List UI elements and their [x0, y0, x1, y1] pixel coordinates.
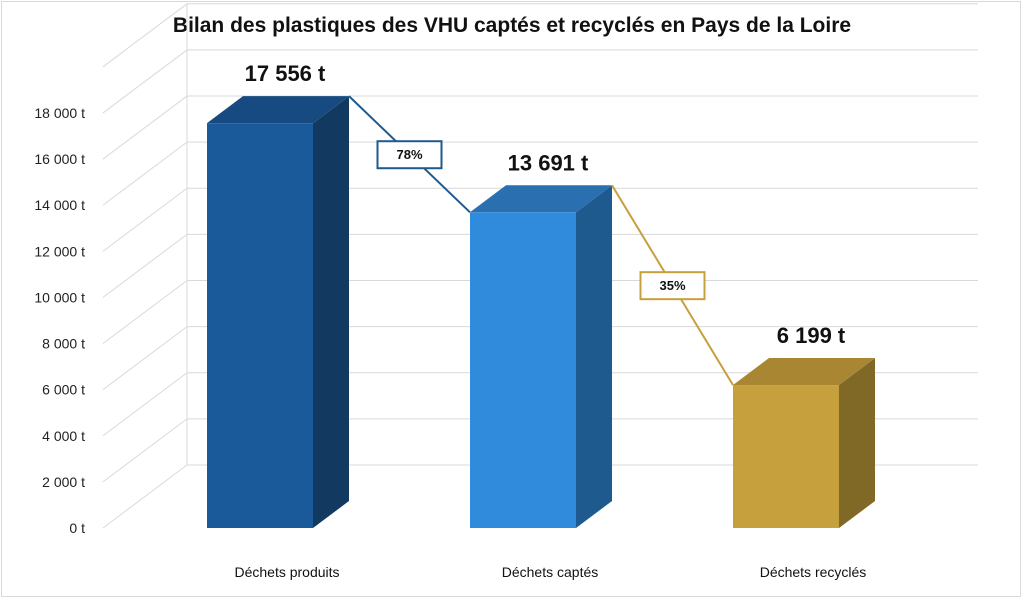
- gridline-depth: [102, 326, 188, 391]
- bar-top: [207, 96, 349, 124]
- gridline-depth: [102, 280, 188, 344]
- y-tick-label: 10 000 t: [34, 289, 85, 305]
- gridline-depth: [102, 187, 188, 252]
- gridline-depth: [102, 141, 188, 206]
- bar-top: [470, 185, 612, 213]
- bar: [207, 123, 313, 529]
- x-category-label: Déchets recyclés: [760, 564, 867, 580]
- y-tick-label: 18 000 t: [34, 105, 85, 121]
- bar-side: [313, 96, 349, 529]
- y-tick-label: 8 000 t: [42, 336, 85, 352]
- data-label: 6 199 t: [777, 323, 846, 348]
- ratio-label: 78%: [396, 147, 422, 162]
- x-category-label: Déchets captés: [502, 564, 599, 580]
- gridline-depth: [102, 3, 188, 68]
- bar: [733, 385, 839, 528]
- y-tick-label: 2 000 t: [42, 474, 85, 490]
- x-category-label: Déchets produits: [234, 564, 339, 580]
- gridline-depth: [102, 464, 188, 529]
- y-tick-label: 6 000 t: [42, 382, 85, 398]
- y-tick-label: 14 000 t: [34, 197, 85, 213]
- bar-side: [839, 358, 875, 528]
- gridline-depth: [102, 233, 188, 298]
- data-label: 17 556 t: [245, 61, 326, 86]
- data-label: 13 691 t: [508, 150, 589, 175]
- bar-side: [576, 185, 612, 529]
- y-tick-label: 12 000 t: [34, 243, 85, 259]
- y-tick-label: 16 000 t: [34, 151, 85, 167]
- gridline-depth: [102, 418, 188, 483]
- ratio-box: [376, 140, 443, 170]
- chart-title: Bilan des plastiques des VHU captés et r…: [172, 14, 852, 37]
- y-tick-label: 0 t: [69, 520, 85, 536]
- gridline-depth: [102, 372, 188, 437]
- gridline-depth: [102, 49, 188, 114]
- bar: [470, 212, 576, 529]
- bar-top: [733, 358, 875, 386]
- gridline-depth: [102, 95, 188, 160]
- ratio-label: 35%: [659, 278, 685, 293]
- y-tick-label: 4 000 t: [42, 428, 85, 444]
- ratio-box: [639, 271, 706, 301]
